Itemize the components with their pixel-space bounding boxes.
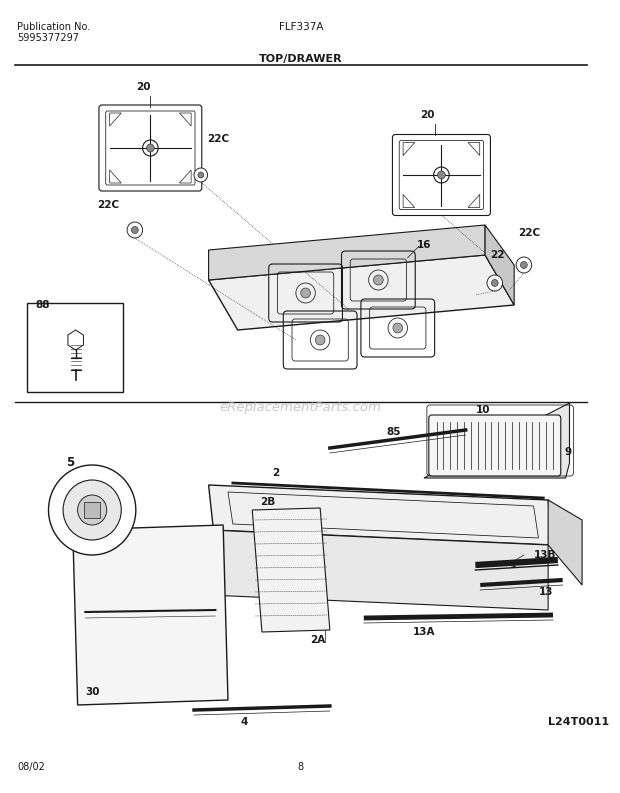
FancyBboxPatch shape — [27, 303, 123, 392]
Text: 08/02: 08/02 — [17, 762, 45, 772]
Text: 20: 20 — [420, 110, 435, 120]
Circle shape — [521, 262, 527, 269]
Polygon shape — [485, 225, 514, 305]
Circle shape — [393, 323, 402, 333]
Text: L24T0011: L24T0011 — [548, 717, 609, 727]
Polygon shape — [73, 525, 228, 705]
Text: 22: 22 — [490, 250, 505, 260]
Text: 85: 85 — [386, 427, 401, 437]
Circle shape — [438, 171, 445, 179]
Circle shape — [63, 480, 122, 540]
Text: FLF337A: FLF337A — [278, 22, 323, 32]
Polygon shape — [208, 225, 485, 280]
FancyBboxPatch shape — [429, 415, 560, 476]
Circle shape — [373, 275, 383, 285]
Circle shape — [516, 257, 531, 273]
Circle shape — [146, 144, 154, 152]
Circle shape — [194, 168, 208, 182]
Text: TOP/DRAWER: TOP/DRAWER — [259, 54, 343, 64]
Polygon shape — [252, 508, 330, 632]
Circle shape — [301, 288, 311, 298]
Text: 88: 88 — [35, 300, 50, 310]
Text: Publication No.: Publication No. — [17, 22, 91, 32]
Circle shape — [487, 275, 503, 291]
Text: 30: 30 — [86, 687, 100, 697]
Text: 1: 1 — [510, 560, 516, 570]
Circle shape — [127, 222, 143, 238]
Polygon shape — [208, 485, 553, 545]
Text: 10: 10 — [476, 405, 490, 415]
Text: 8: 8 — [298, 762, 304, 772]
Text: 2A: 2A — [311, 635, 326, 645]
Polygon shape — [208, 530, 548, 610]
Text: 2: 2 — [272, 468, 279, 478]
Text: 4: 4 — [241, 717, 248, 727]
FancyBboxPatch shape — [84, 502, 100, 518]
Circle shape — [131, 227, 138, 233]
Text: 2B: 2B — [260, 497, 275, 507]
Circle shape — [78, 495, 107, 525]
Text: 16: 16 — [417, 240, 432, 250]
Text: 13A: 13A — [412, 627, 435, 637]
Text: 22C: 22C — [97, 200, 119, 210]
Circle shape — [198, 172, 204, 178]
Text: 9: 9 — [565, 447, 572, 457]
Circle shape — [316, 335, 325, 345]
Text: eReplacementParts.com: eReplacementParts.com — [220, 401, 382, 415]
Circle shape — [492, 279, 498, 286]
Polygon shape — [548, 500, 582, 585]
Polygon shape — [424, 403, 570, 478]
Polygon shape — [208, 255, 514, 330]
Text: 22C: 22C — [518, 228, 540, 238]
Circle shape — [48, 465, 136, 555]
Text: 22C: 22C — [208, 134, 230, 144]
Text: 5: 5 — [66, 456, 74, 469]
Text: 5995377297: 5995377297 — [17, 33, 79, 43]
Text: 13B: 13B — [534, 550, 556, 560]
Text: 13: 13 — [538, 587, 553, 597]
Text: 20: 20 — [136, 82, 151, 92]
